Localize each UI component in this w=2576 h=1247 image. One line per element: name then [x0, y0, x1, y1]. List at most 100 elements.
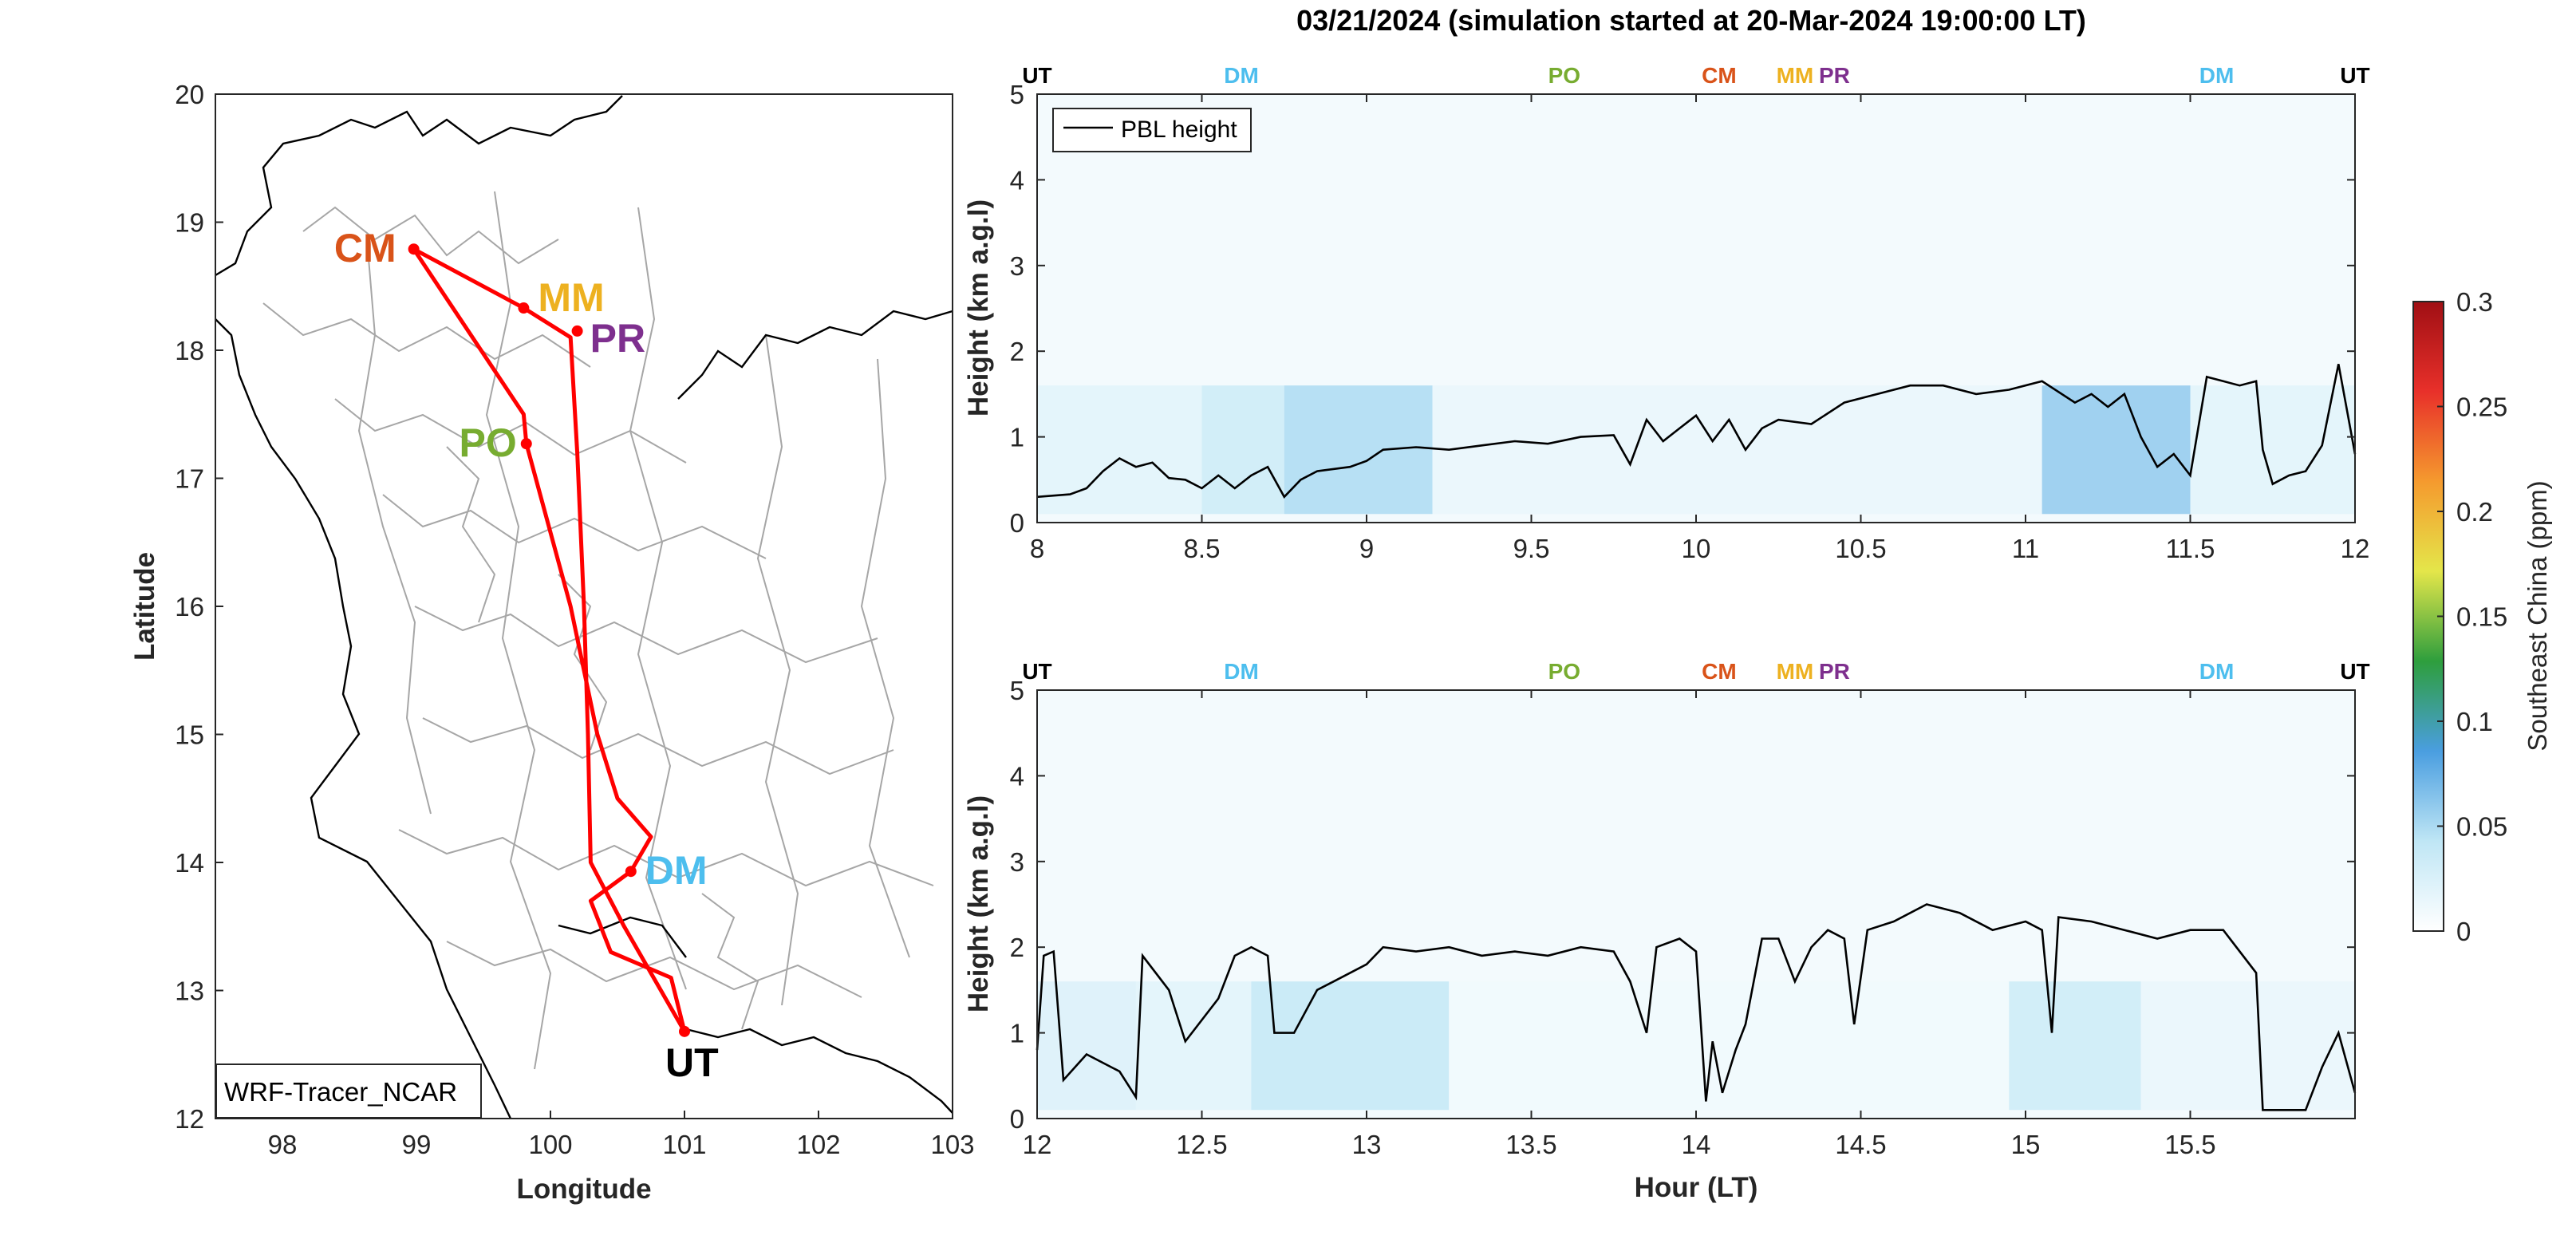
colorbar-tick-label-0: 0	[2456, 917, 2471, 946]
colorbar-tick-label-0.25: 0.25	[2456, 393, 2507, 422]
map-y-tick-label-16: 16	[175, 592, 204, 622]
upper-station-label-7: UT	[2340, 63, 2369, 88]
map-y-tick-label-18: 18	[175, 336, 204, 365]
map-x-tick-label-100: 100	[528, 1130, 572, 1159]
lower-x-tick-label-14.5: 14.5	[1835, 1130, 1886, 1159]
upper-station-label-3: CM	[1702, 63, 1737, 88]
lower-concentration-band-2	[1251, 981, 1450, 1111]
colorbar-tick-label-0.1: 0.1	[2456, 707, 2493, 736]
station-label-ut: UT	[665, 1040, 719, 1085]
coastline-segment-1	[215, 318, 512, 1119]
upper-station-label-0: UT	[1022, 63, 1051, 88]
coastline-segment-3	[558, 916, 687, 958]
colorbar-tick-label-0.3: 0.3	[2456, 287, 2493, 317]
station-label-mm: MM	[538, 275, 604, 320]
map-y-axis-label: Latitude	[129, 552, 160, 661]
lower-station-label-6: DM	[2199, 659, 2235, 684]
lower-station-label-5: PR	[1819, 659, 1850, 684]
map-y-tick-label-14: 14	[175, 848, 204, 878]
station-marker-pr	[571, 325, 583, 337]
lower-y-tick-label-5: 5	[1010, 676, 1024, 705]
upper-x-tick-label-11: 11	[2012, 534, 2039, 563]
province-border-8	[357, 239, 432, 815]
lower-station-label-3: CM	[1702, 659, 1737, 684]
coastline-segment-2	[677, 310, 953, 400]
upper-y-axis-label: Height (km a.g.l)	[963, 199, 994, 416]
province-border-13	[446, 446, 496, 623]
province-borders	[262, 191, 934, 1070]
lower-x-tick-label-13: 13	[1352, 1130, 1382, 1159]
lower-x-tick-label-13.5: 13.5	[1505, 1130, 1556, 1159]
upper-station-labels: UT DM PO CM MM PR DM UT	[1022, 63, 2369, 88]
lower-concentration-field	[1037, 690, 2355, 1119]
upper-concentration-band-5	[2190, 385, 2355, 515]
upper-station-label-5: PR	[1819, 63, 1850, 88]
upper-station-label-4: MM	[1777, 63, 1814, 88]
upper-concentration-field	[1037, 94, 2355, 523]
figure-title: 03/21/2024 (simulation started at 20-Mar…	[1296, 4, 2086, 37]
upper-legend-box	[1052, 108, 1252, 152]
station-label-cm: CM	[334, 226, 396, 270]
upper-legend: PBL height	[1052, 108, 1252, 152]
upper-concentration-band-3	[1432, 385, 2042, 515]
lower-station-label-1: DM	[1224, 659, 1259, 684]
map-y-tick-label-13: 13	[175, 977, 204, 1006]
route-line	[412, 247, 687, 1033]
upper-station-label-6: DM	[2199, 63, 2235, 88]
station-label-pr: PR	[590, 316, 645, 361]
province-border-11	[756, 334, 799, 1006]
lower-x-tick-label-12: 12	[1023, 1130, 1052, 1159]
upper-pbl-line	[1036, 364, 2357, 499]
lower-x-tick-label-15.5: 15.5	[2164, 1130, 2215, 1159]
map-x-tick-label-103: 103	[930, 1130, 974, 1159]
upper-x-tick-label-10: 10	[1682, 534, 1711, 563]
province-border-6	[398, 829, 934, 887]
lower-y-tick-label-1: 1	[1010, 1019, 1024, 1048]
upper-y-tick-label-4: 4	[1010, 165, 1024, 195]
station-marker-dm	[625, 866, 637, 878]
lower-concentration-band-4	[2009, 981, 2141, 1111]
upper-y-tick-label-2: 2	[1010, 337, 1024, 366]
lower-y-tick-label-4: 4	[1010, 761, 1024, 791]
province-border-3	[382, 494, 767, 559]
province-border-9	[485, 191, 552, 1070]
province-border-2	[334, 398, 687, 464]
lower-x-tick-label-14: 14	[1682, 1130, 1711, 1159]
lower-concentration-band-1	[1135, 981, 1252, 1111]
upper-y-tick-label-5: 5	[1010, 80, 1024, 109]
lower-station-label-7: UT	[2340, 659, 2369, 684]
lower-x-tick-label-12.5: 12.5	[1176, 1130, 1227, 1159]
station-marker-ut	[679, 1025, 690, 1037]
map-ticks: 98 99 100 101 102 103 12 13 14 15 16 17 18 19 20	[175, 80, 974, 1159]
coastline-segment-4	[685, 1028, 953, 1114]
province-border-12	[860, 358, 910, 958]
map-y-tick-label-15: 15	[175, 720, 204, 750]
colorbar-tick-label-0.05: 0.05	[2456, 812, 2507, 842]
station-label-dm: DM	[645, 848, 708, 893]
map-x-tick-label-102: 102	[796, 1130, 840, 1159]
station-marker-po	[520, 438, 532, 450]
lower-y-tick-label-3: 3	[1010, 847, 1024, 877]
lower-station-label-4: MM	[1777, 659, 1814, 684]
map-legend-label: WRF-Tracer_NCAR	[224, 1077, 457, 1107]
upper-concentration-band-0	[1037, 385, 1202, 515]
upper-x-tick-label-12: 12	[2341, 534, 2370, 563]
upper-x-tick-label-9.5: 9.5	[1513, 534, 1550, 563]
map-x-tick-label-99: 99	[402, 1130, 432, 1159]
province-border-14	[558, 574, 608, 751]
lower-concentration-band-5	[2140, 981, 2355, 1111]
upper-y-tick-label-1: 1	[1010, 423, 1024, 452]
lower-station-labels: UT DM PO CM MM PR DM UT	[1022, 659, 2369, 684]
coastline-segment-0	[215, 95, 623, 277]
map-legend: WRF-Tracer_NCAR	[215, 1064, 482, 1119]
upper-x-tick-label-10.5: 10.5	[1835, 534, 1886, 563]
province-border-5	[422, 717, 894, 775]
lower-pbl-line	[1036, 903, 2357, 1111]
lower-concentration-band-3	[1449, 981, 2010, 1111]
upper-y-tick-label-0: 0	[1010, 508, 1024, 538]
province-border-15	[701, 893, 759, 1030]
map-y-tick-label-19: 19	[175, 208, 204, 238]
